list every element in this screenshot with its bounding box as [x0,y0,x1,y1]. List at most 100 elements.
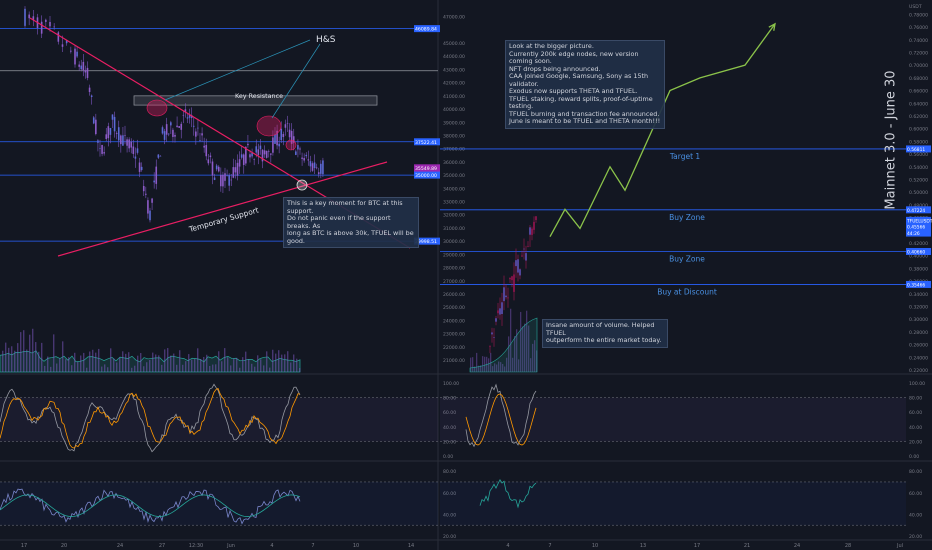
btc-y-tick-label: 34000.00 [443,186,465,192]
btc-volume-bar [281,354,283,372]
btc-volume-bar [53,334,55,372]
btc-candle-body [138,162,141,172]
btc-volume-bar [62,341,64,372]
btc-candle-body [184,109,187,113]
btc-x-tick-label: 27 [159,543,165,549]
tfuel-volume-bar [488,358,490,372]
tfuel-volume-bar [532,343,534,372]
tfuel-volume-bar [514,336,516,372]
btc-candle-body [274,134,276,144]
btc-candle-body [236,162,239,176]
btc-candle-body [286,122,289,124]
stoch-y-tick-label: 0.00 [443,454,453,460]
btc-candle-body [203,145,205,148]
btc-volume-bar [140,353,142,372]
btc-price-tag [414,138,440,146]
btc-candle-body [70,50,72,52]
btc-y-tick-label: 44000.00 [443,54,465,60]
btc-candle-body [65,40,68,44]
tfuel-level-label: Target 1 [669,152,701,161]
key-resistance-box [133,95,378,106]
btc-candle-body [78,64,80,67]
btc-volume-bar [197,348,199,372]
tfuel-volume-bar [528,325,530,372]
tfuel-price-tag-label: TFUELUSDT [906,218,932,224]
btc-volume-bar [113,358,115,372]
btc-candle-body [199,140,201,141]
btc-candle-body [313,162,316,169]
tfuel-y-tick-label: 0.32000 [909,304,928,310]
btc-candle-body [303,158,305,161]
btc-volume-bar [110,348,112,372]
btc-volume-bar [203,356,205,372]
tfuel-volume-bar [470,357,472,372]
tfuel-y-tick-label: 0.42000 [909,241,928,247]
btc-candle-body [230,179,233,181]
btc-candle-body [74,48,76,65]
btc-x-tick-label: 14 [408,543,414,549]
btc-candle-body [247,143,249,146]
btc-candle-body [80,65,83,70]
btc-volume-bar [275,353,277,372]
btc-candle-body [82,61,85,71]
btc-volume-bar [89,351,91,372]
btc-y-tick-label: 39000.00 [443,120,465,126]
tfuel-candle-body [501,302,503,315]
stoch-y-tick-label: 100.00 [443,381,459,387]
btc-candle-body [234,167,237,173]
tfuel-price-tag-label: 0.47224 [907,208,925,214]
btc-candle-body [186,117,189,119]
tfuel-price-tag [906,216,931,224]
btc-candle-body [232,167,235,178]
tfuel-y-tick-label: 0.58000 [909,139,928,145]
btc-volume-bar [263,365,265,372]
btc-volume-bar [218,351,220,372]
hs-callout-line [164,39,311,101]
tfuel-y-tick-label: USDT [909,4,922,10]
btc-candle-body [197,127,199,129]
tfuel-volume-bar [530,358,532,372]
tfuel-volume-bar [508,336,510,372]
btc-volume-bar [242,357,244,372]
btc-candle-body [86,67,89,78]
btc-candle-body [317,172,320,175]
btc-volume-bar [71,365,73,372]
btc-candle-body [92,117,95,124]
tfuel-y-tick-label: 0.70000 [909,63,928,69]
tfuel-y-tick-label: 0.48000 [909,203,928,209]
rsi-y-tick-label-right: 60.00 [909,491,922,497]
btc-volume-bar [296,358,298,372]
btc-candle-body [32,16,35,21]
btc-candle-body [245,146,247,164]
tfuel-x-tick-label: 10 [592,543,598,549]
tfuel-x-tick-label: 13 [640,543,646,549]
btc-volume-bar [41,342,43,372]
btc-y-tick-label: 24000.00 [443,318,465,324]
btc-candle-body [109,127,112,135]
btc-y-tick-label: 41000.00 [443,94,465,100]
btc-x-tick-label: 24 [117,543,123,549]
btc-candle-body [307,159,310,161]
tfuel-price-tag [906,229,931,237]
btc-candle-body [172,129,174,137]
tfuel-y-tick-label: 0.78000 [909,12,928,18]
btc-volume-bar [20,332,22,372]
btc-candle-body [284,124,287,128]
stoch-d-line-btc [0,387,301,449]
btc-volume-bar [47,356,49,372]
btc-volume-bar [161,364,163,372]
btc-candle-body [224,173,226,181]
tfuel-volume-bar [490,352,492,372]
btc-candle-body [122,135,124,146]
btc-volume-bar [134,365,136,372]
btc-candle-body [90,95,93,98]
btc-volume-bar [137,355,139,372]
tfuel-volume-bar [492,366,494,372]
btc-volume-bar [182,364,184,372]
btc-x-tick-label: Jun [226,543,235,549]
btc-candle-body [153,180,155,183]
btc-x-tick-label: 10 [353,543,359,549]
btc-volume-bar [14,350,16,372]
